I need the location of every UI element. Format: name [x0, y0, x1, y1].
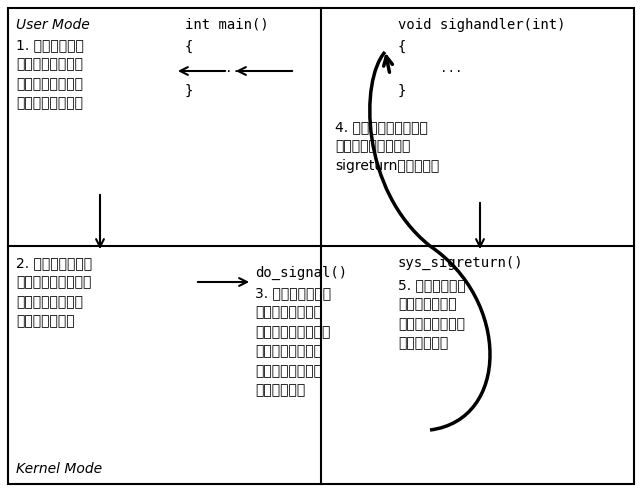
Text: 2. 内核处理完异常
准备回用户模式之前
先处理当前进程中
可以递送的信号: 2. 内核处理完异常 准备回用户模式之前 先处理当前进程中 可以递送的信号	[16, 256, 92, 329]
Text: }: }	[185, 84, 193, 98]
Text: 5. 返回用户模式
从主控制流程中
上次被中断的地方
继续向下执行: 5. 返回用户模式 从主控制流程中 上次被中断的地方 继续向下执行	[398, 278, 465, 350]
Text: }: }	[398, 84, 406, 98]
Text: Kernel Mode: Kernel Mode	[16, 462, 102, 476]
Text: void sighandler(int): void sighandler(int)	[398, 18, 566, 32]
Text: ...: ...	[195, 62, 248, 75]
Text: 1. 在执行主控制
流程的某条指令时
因为中断、异常或
系统调用进入内核: 1. 在执行主控制 流程的某条指令时 因为中断、异常或 系统调用进入内核	[16, 38, 84, 111]
Text: do_signal(): do_signal()	[255, 266, 347, 280]
Text: User Mode: User Mode	[16, 18, 90, 32]
Text: int main(): int main()	[185, 18, 269, 32]
Text: 3. 如果信号的处理
动作自定义的信号
处理函数则回到用户
模式执行信号处理
函数（而不是回到
主控制流程）: 3. 如果信号的处理 动作自定义的信号 处理函数则回到用户 模式执行信号处理 函…	[255, 286, 331, 398]
Text: sys_sigreturn(): sys_sigreturn()	[398, 256, 524, 270]
Text: {: {	[185, 40, 193, 54]
Text: ...: ...	[410, 62, 462, 75]
Text: {: {	[398, 40, 406, 54]
Text: 4. 信号处理函数返回时
执行特殊的系统调用
sigreturn再次进内核: 4. 信号处理函数返回时 执行特殊的系统调用 sigreturn再次进内核	[335, 120, 439, 173]
